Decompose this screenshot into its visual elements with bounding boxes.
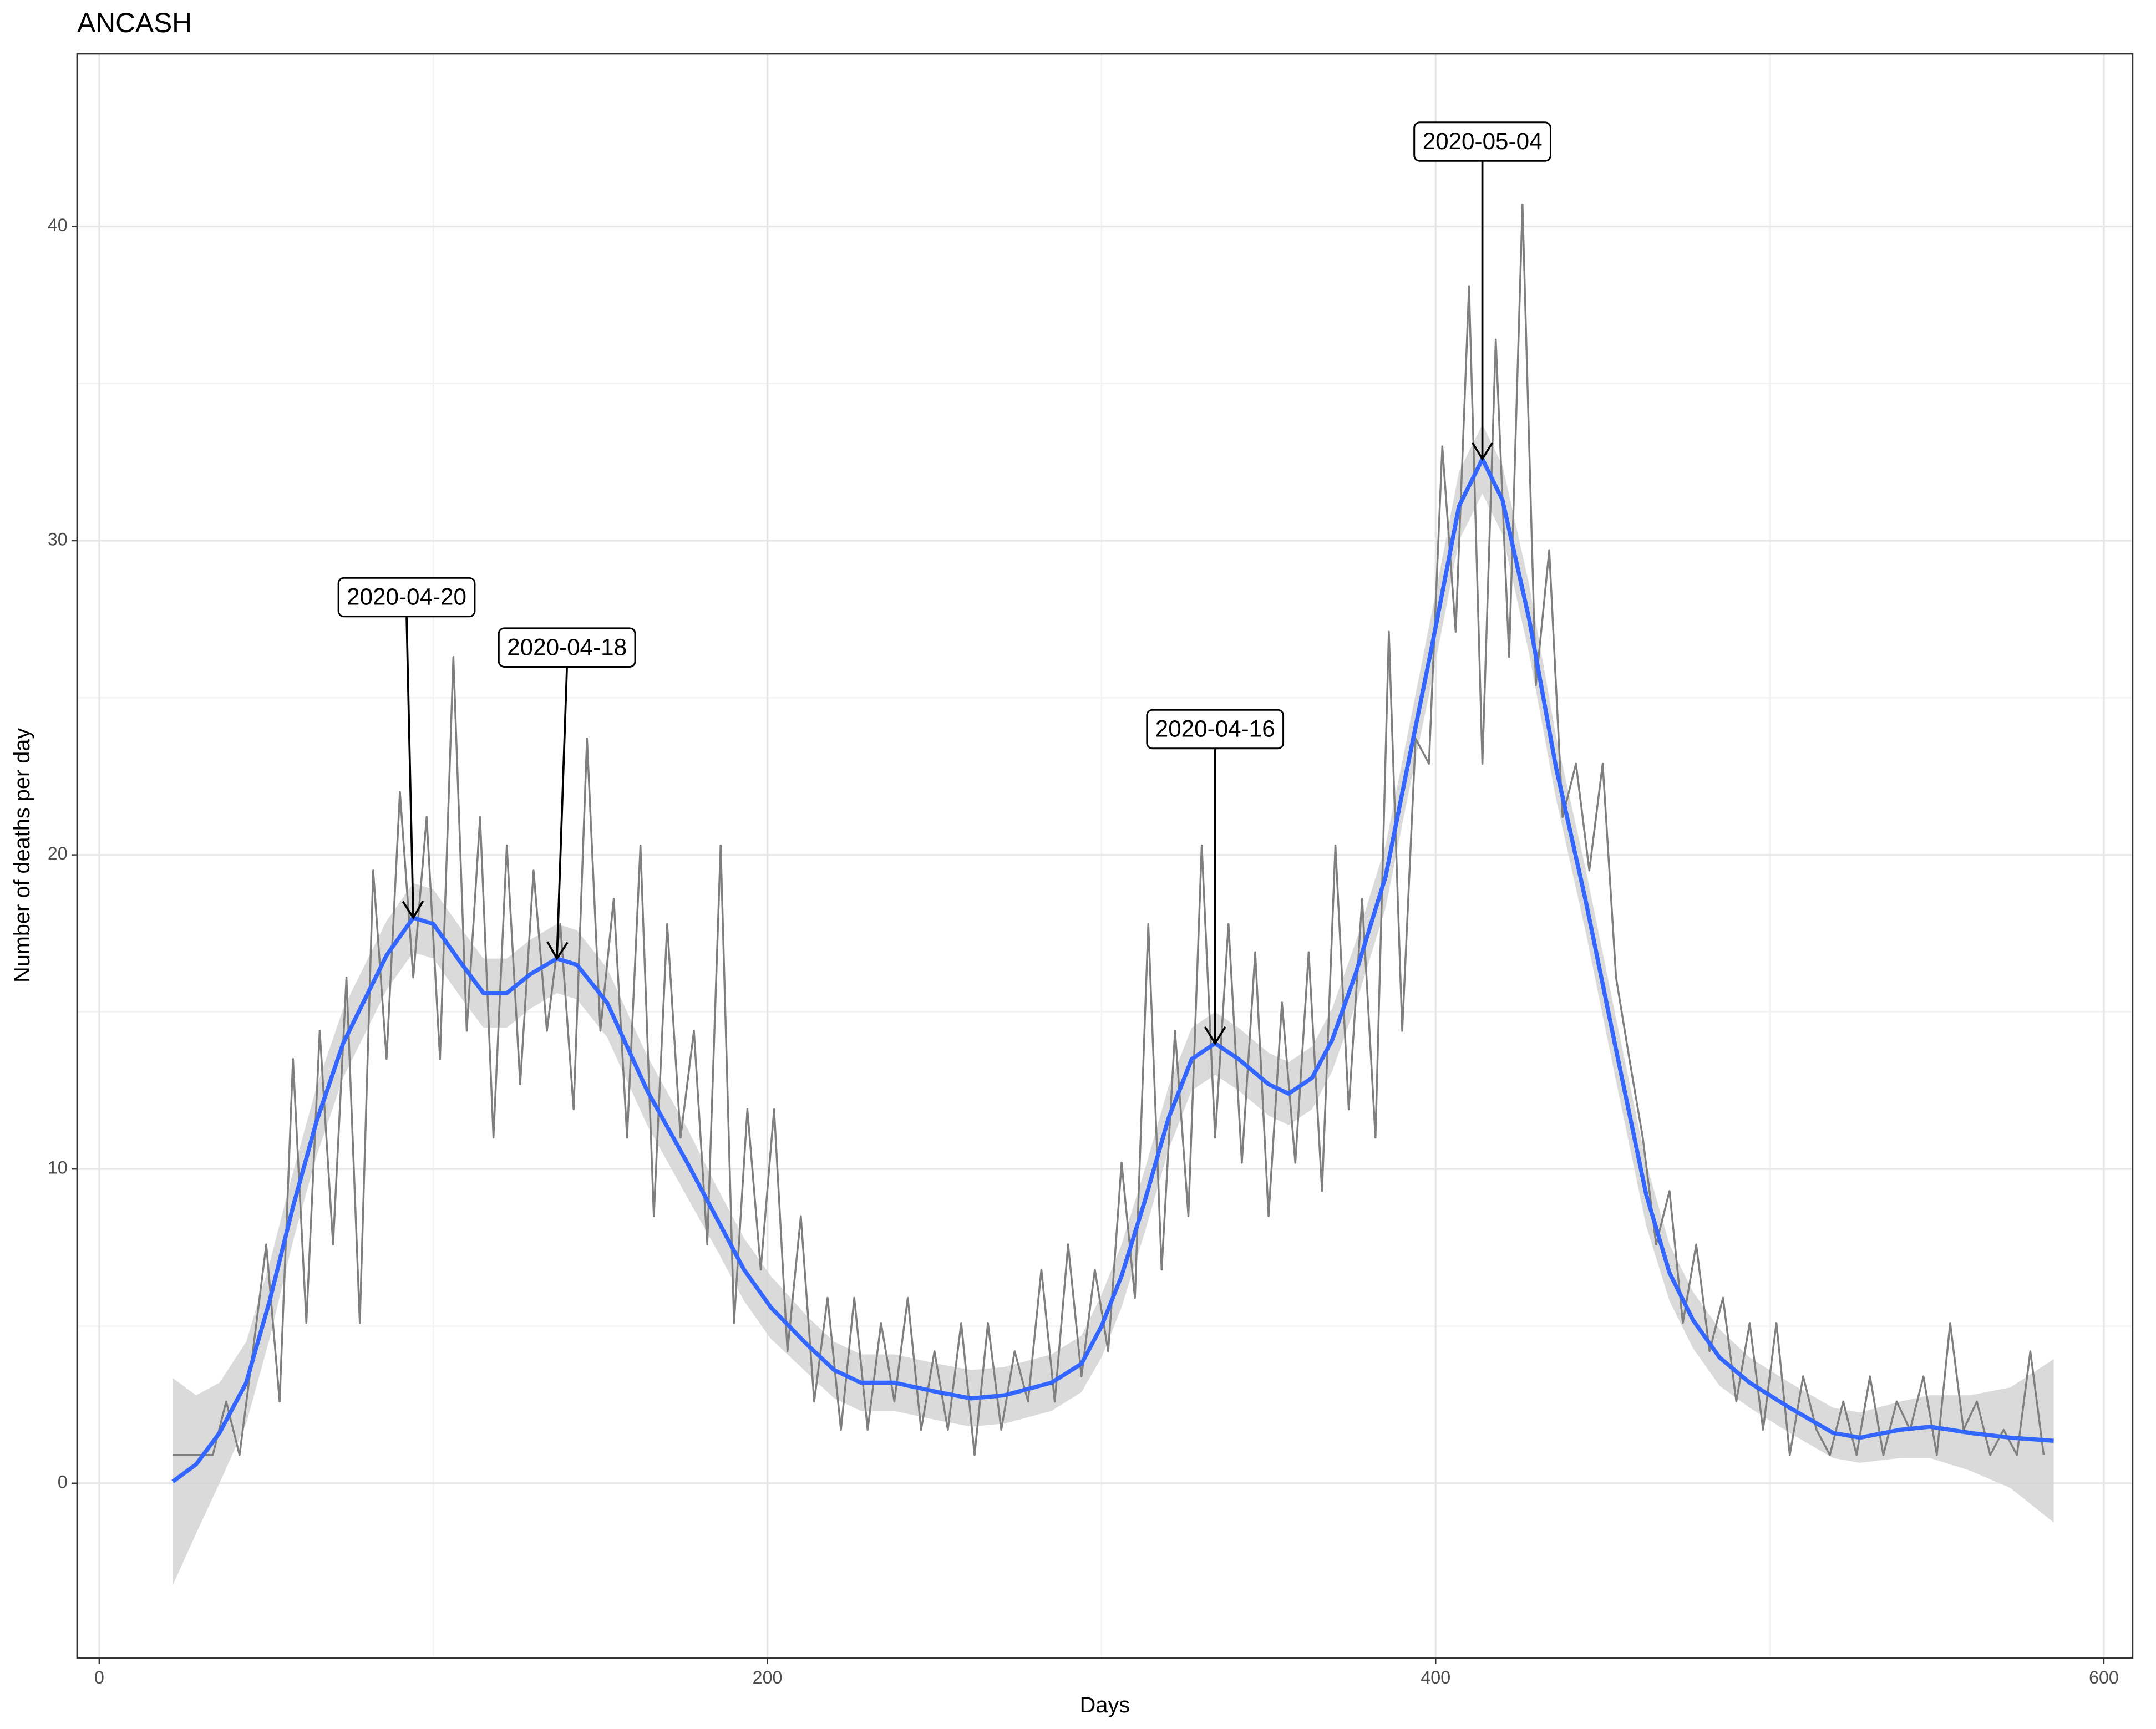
x-tick-label: 600 [2089,1667,2119,1687]
annotation: 2020-05-04 [1413,121,1551,461]
arrow-head [402,900,424,920]
x-tick-label: 400 [1421,1667,1450,1687]
annotation-arrow [556,667,569,958]
arrow-head [546,941,569,961]
y-axis-label: Number of deaths per day [10,728,34,983]
y-tick-label: 0 [58,1472,68,1492]
annotation-label: 2020-04-16 [1155,716,1275,742]
annotation-label: 2020-05-04 [1423,128,1543,154]
y-tick-label: 40 [48,215,68,235]
arrow-head [1471,442,1494,461]
annotation-box [337,577,476,618]
annotation-box [498,627,636,668]
annotation-box [1146,709,1285,750]
annotation: 2020-04-20 [337,577,476,920]
x-tick-label: 0 [94,1667,104,1687]
annotation-arrow [405,616,414,917]
smooth-line [171,457,2054,1483]
y-tick-label: 20 [48,843,68,863]
x-axis-label: Days [1080,1693,1130,1717]
annotation-box [1413,121,1551,162]
y-tick-label: 30 [48,530,68,550]
annotation: 2020-04-16 [1146,709,1285,1046]
annotation: 2020-04-18 [498,627,636,961]
chart-title: ANCASH [77,7,192,38]
arrow-head [1204,1026,1226,1046]
panel-border [76,53,2134,1659]
annotation-label: 2020-04-20 [347,584,466,610]
x-tick-label: 200 [753,1667,783,1687]
annotation-label: 2020-04-18 [507,634,627,660]
y-tick-label: 10 [48,1158,68,1178]
